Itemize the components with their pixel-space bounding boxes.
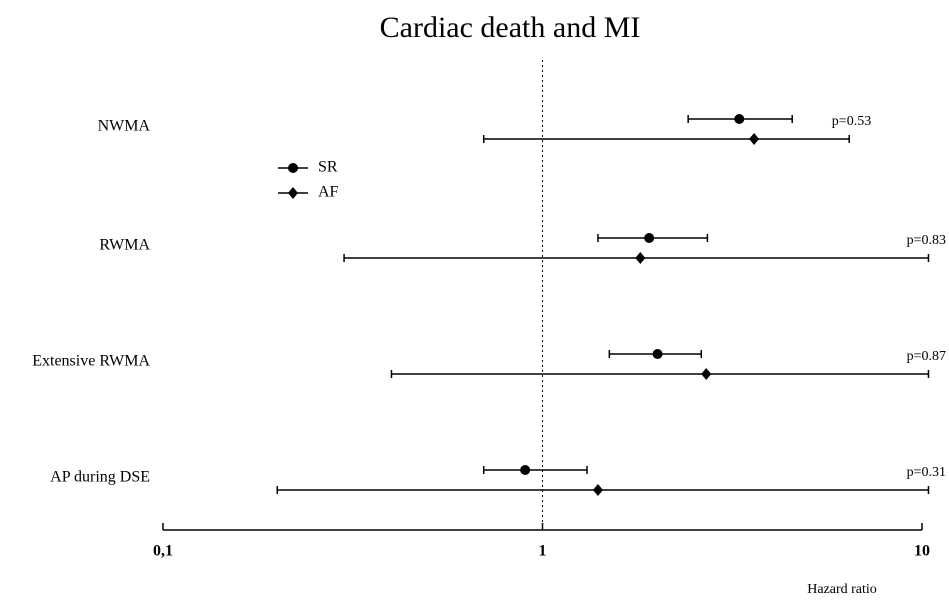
point [644,233,655,243]
p-value: p=0.83 [907,233,946,248]
point [592,484,603,496]
point [520,465,531,475]
category-label: Extensive RWMA [32,353,150,370]
point [635,252,646,264]
p-value: p=0.87 [907,349,946,364]
legend-marker [288,163,298,173]
p-value: p=0.31 [907,465,946,480]
x-tick-label: 1 [539,543,547,560]
p-value: p=0.53 [832,114,871,129]
chart-title: Cardiac death and MI [380,11,641,44]
point [734,114,745,124]
category-label: AP during DSE [50,469,150,486]
x-axis-label: Hazard ratio [807,582,877,597]
point [749,133,760,145]
point [701,368,712,380]
legend-label: AF [318,184,339,201]
legend-marker [288,187,298,199]
x-tick-label: 0,1 [153,543,173,560]
legend-label: SR [318,159,338,176]
x-tick-label: 10 [914,543,930,560]
point [652,349,663,359]
category-label: NWMA [98,118,151,135]
category-label: RWMA [99,237,150,254]
